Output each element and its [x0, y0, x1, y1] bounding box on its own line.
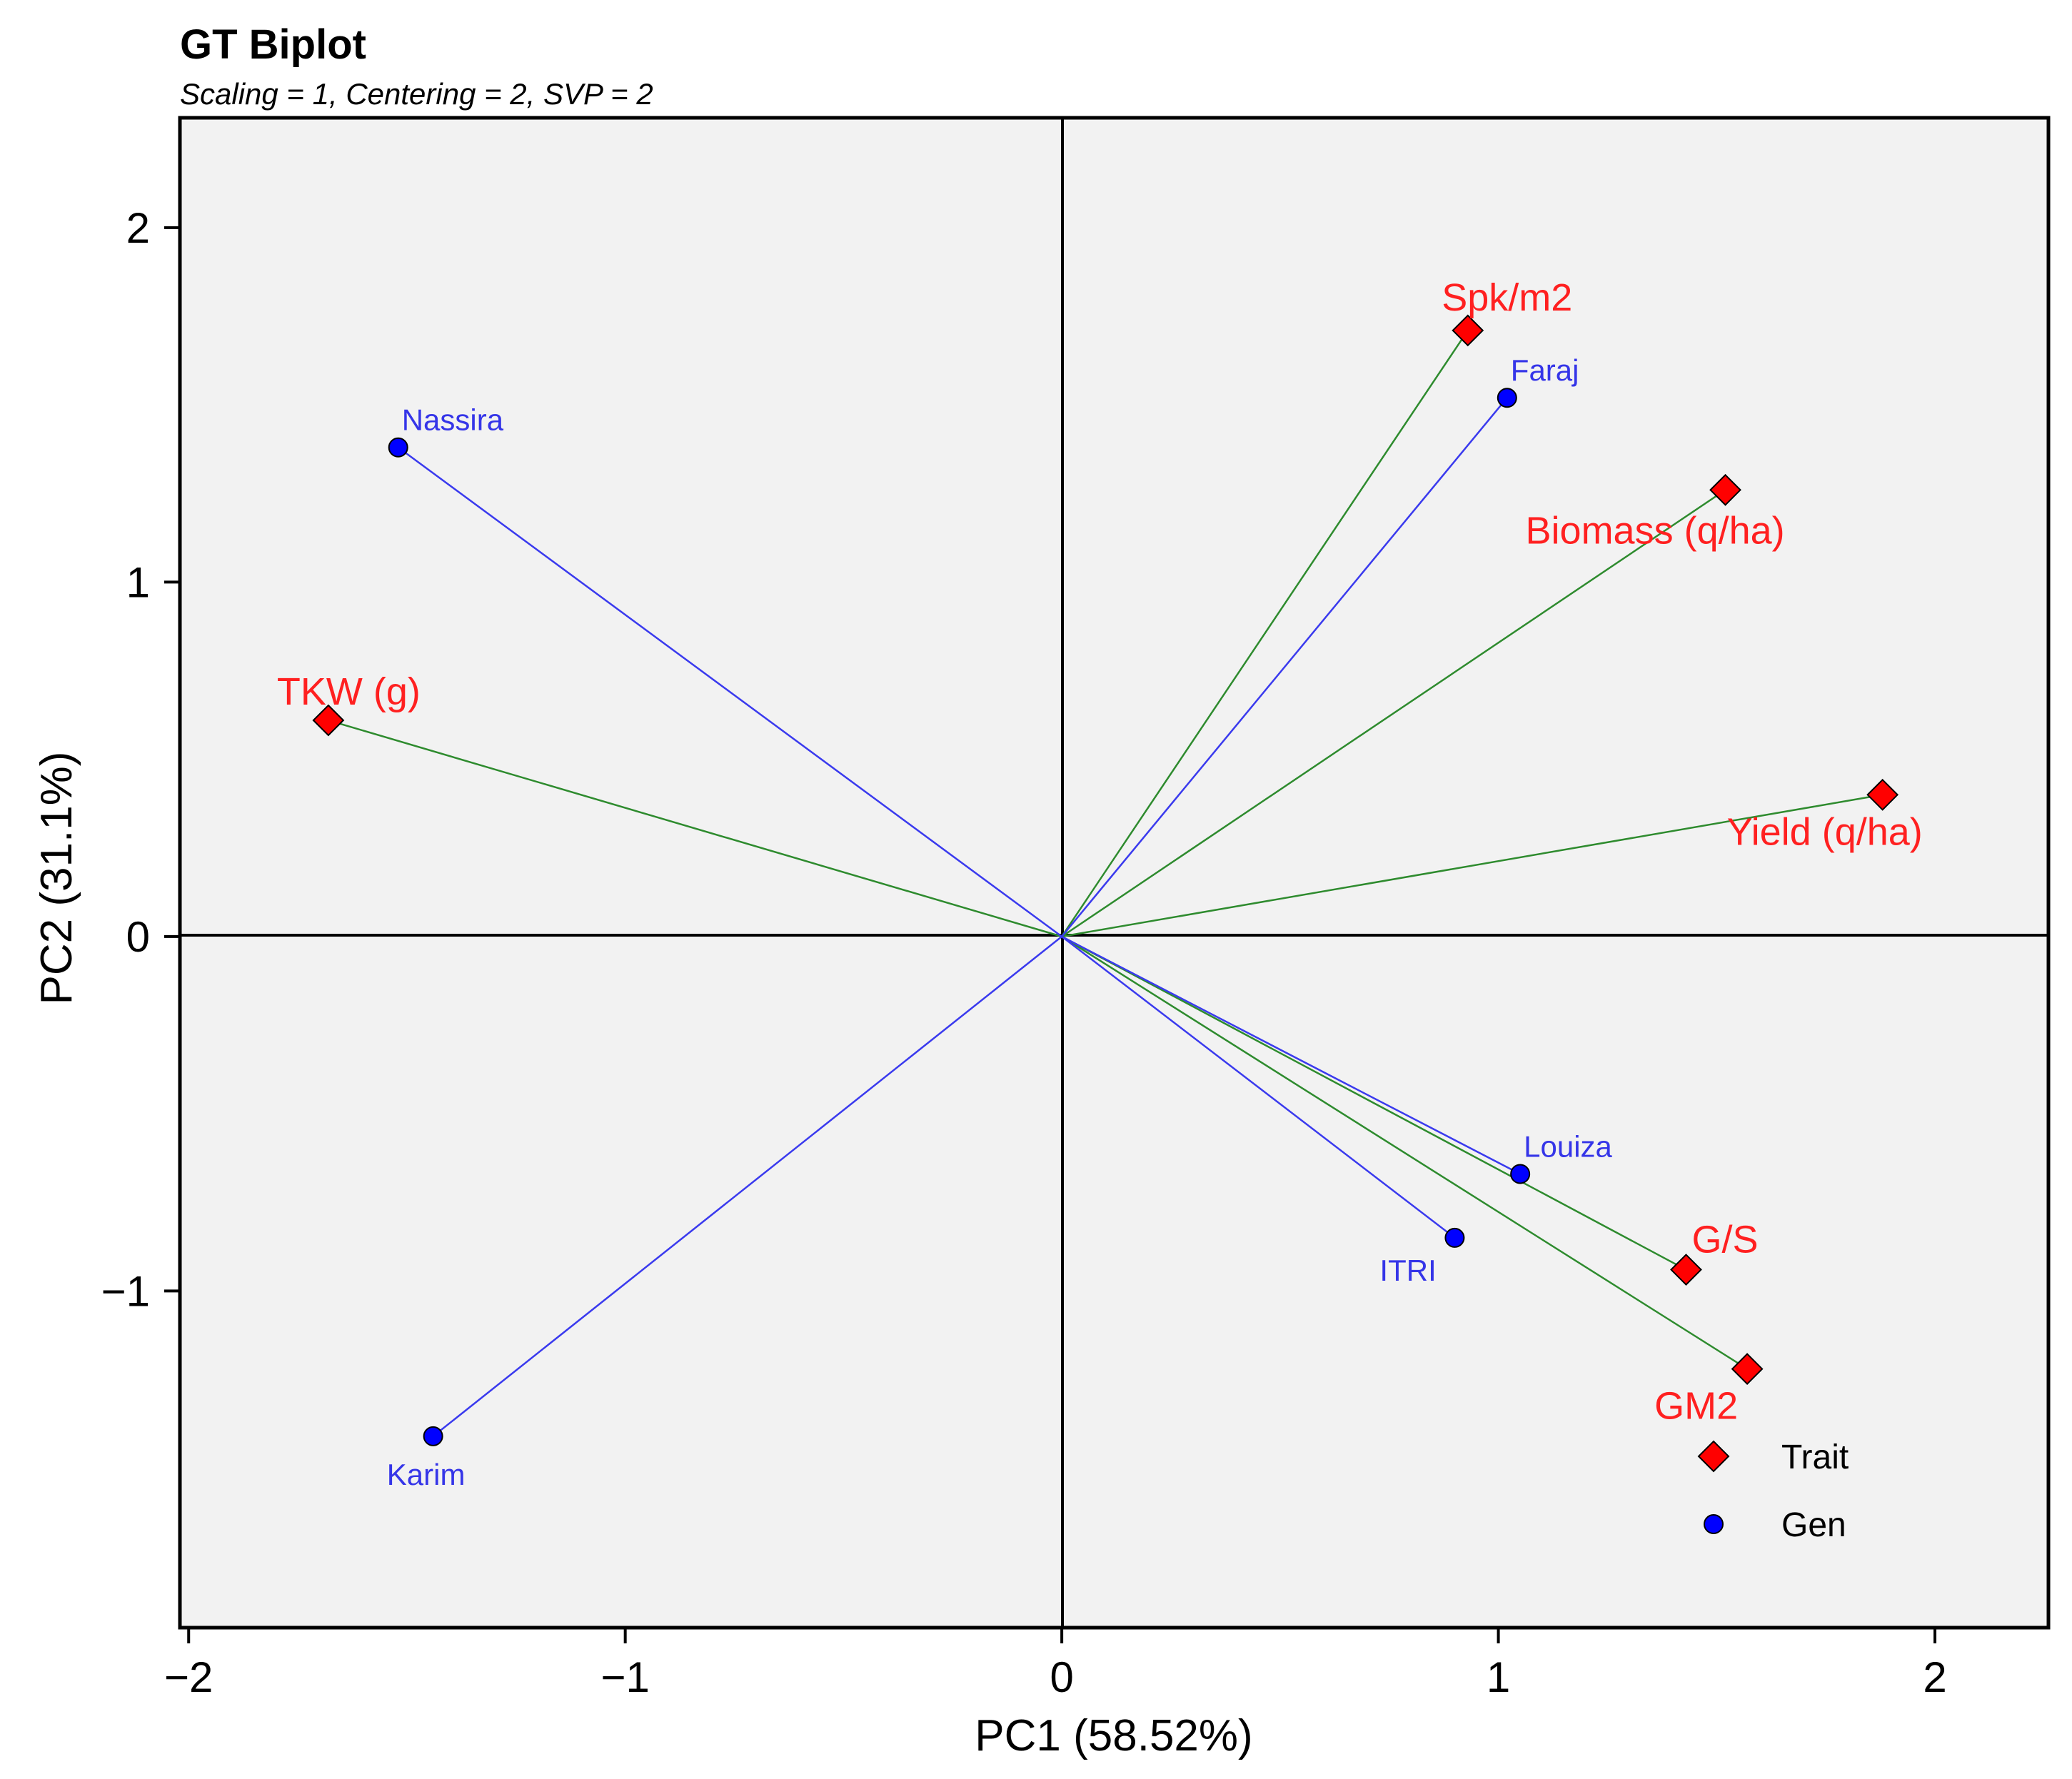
- chart-subtitle: Scaling = 1, Centering = 2, SVP = 2: [180, 77, 653, 111]
- legend-marker-trait: [1697, 1440, 1730, 1473]
- trait-marker-gm2: [1731, 1353, 1764, 1385]
- vector-faraj: [1061, 397, 1508, 937]
- vector-gm2: [1061, 935, 1748, 1370]
- x-tick-label: 1: [1487, 1653, 1510, 1701]
- trait-marker-yield-q-ha: [1866, 778, 1899, 811]
- y-tick-label: 2: [126, 204, 150, 252]
- genotype-marker-itri: [1444, 1227, 1465, 1248]
- chart-legend: Trait Gen: [1697, 1438, 1849, 1544]
- genotype-marker-karim: [423, 1426, 443, 1446]
- vector-louiza: [1061, 935, 1521, 1175]
- biplot-vectors: [328, 330, 1883, 1437]
- trait-marker-tkw-g: [312, 704, 345, 737]
- x-axis-ticks: −2 −1 0 1 2: [164, 1628, 1947, 1701]
- genotype-label-karim: Karim: [387, 1458, 466, 1491]
- genotype-marker-nassira: [388, 437, 408, 458]
- x-tick-label: −1: [600, 1653, 649, 1701]
- trait-label-yield-q-ha: Yield (q/ha): [1727, 810, 1923, 853]
- trait-label-biomass-q-ha: Biomass (q/ha): [1526, 509, 1785, 552]
- y-tick-label: 1: [126, 558, 150, 606]
- legend-label-gen: Gen: [1781, 1506, 1846, 1544]
- trait-label-tkw-g: TKW (g): [277, 670, 421, 713]
- y-tick-label: 0: [126, 913, 150, 961]
- trait-marker-g-s: [1670, 1254, 1702, 1286]
- genotype-label-louiza: Louiza: [1524, 1130, 1612, 1164]
- trait-label-g-s: G/S: [1691, 1219, 1758, 1261]
- trait-marker-spk-m2: [1452, 314, 1484, 347]
- trait-marker-biomass-q-ha: [1709, 473, 1741, 506]
- biplot-markers: [312, 314, 1899, 1446]
- trait-label-spk-m2: Spk/m2: [1442, 276, 1572, 319]
- vector-tkw-g: [328, 719, 1062, 938]
- vector-nassira: [397, 446, 1062, 937]
- chart-title: GT Biplot: [180, 21, 366, 68]
- x-tick-label: 2: [1923, 1653, 1946, 1701]
- biplot-point-labels: Spk/m2 Biomass (q/ha) Yield (q/ha) TKW (g) G…: [277, 276, 1923, 1491]
- genotype-marker-louiza: [1510, 1164, 1531, 1184]
- y-tick-label: −1: [101, 1267, 150, 1315]
- vector-biomass-q-ha: [1061, 489, 1726, 937]
- vector-yield-q-ha: [1061, 794, 1883, 938]
- genotype-label-nassira: Nassira: [402, 403, 504, 437]
- genotype-marker-faraj: [1497, 388, 1517, 408]
- vector-karim: [432, 935, 1062, 1437]
- y-axis-ticks: −1 0 1 2: [101, 204, 180, 1315]
- y-axis-label: PC2 (31.1%): [32, 752, 81, 1005]
- legend-marker-gen: [1704, 1514, 1724, 1534]
- genotype-label-faraj: Faraj: [1511, 353, 1579, 387]
- trait-label-gm2: GM2: [1654, 1385, 1738, 1428]
- x-axis-label: PC1 (58.52%): [975, 1711, 1252, 1760]
- x-tick-label: −2: [164, 1653, 213, 1701]
- vector-itri: [1061, 935, 1456, 1239]
- vector-spk-m2: [1061, 330, 1469, 937]
- genotype-label-itri: ITRI: [1379, 1254, 1436, 1287]
- x-tick-label: 0: [1050, 1653, 1073, 1701]
- legend-label-trait: Trait: [1781, 1438, 1849, 1476]
- vector-g-s: [1061, 935, 1687, 1271]
